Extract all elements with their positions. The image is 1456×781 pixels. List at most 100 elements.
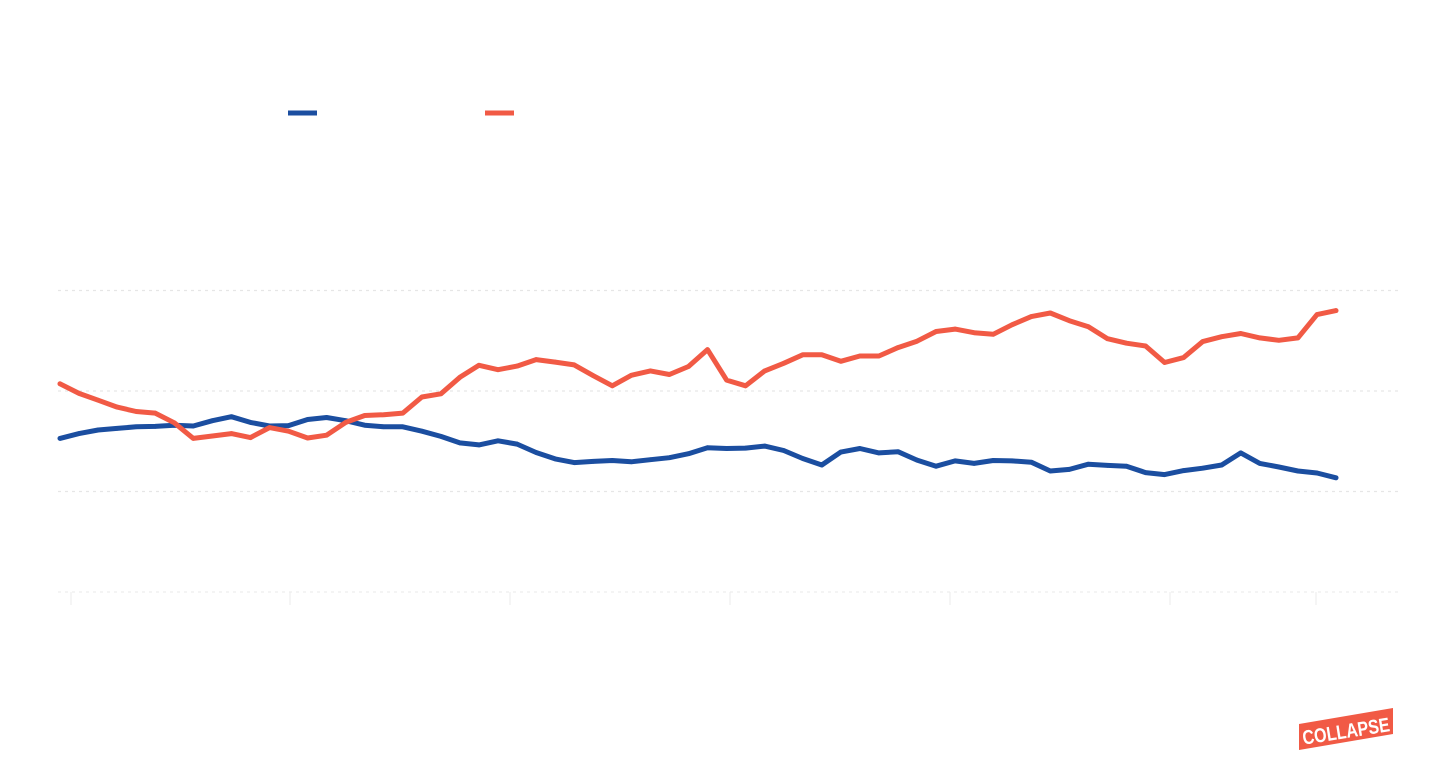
series-2-point-41 xyxy=(819,352,825,358)
series-1-point-42 xyxy=(838,449,844,455)
series-2-point-51 xyxy=(1009,322,1015,328)
series-2-point-5 xyxy=(133,409,139,414)
series-2-point-19 xyxy=(400,410,406,416)
grid-lines xyxy=(58,289,1398,593)
series-1-point-18 xyxy=(381,424,387,430)
series-2-point-33 xyxy=(667,372,672,377)
series-1-point-46 xyxy=(914,457,920,463)
series-1-point-8 xyxy=(191,423,196,429)
series-2-point-7 xyxy=(172,420,177,426)
series-2-point-46 xyxy=(914,338,920,344)
series-1-point-6 xyxy=(152,424,158,429)
series-1-point-14 xyxy=(305,417,310,422)
series-1-point-33 xyxy=(667,455,672,461)
series-2-point-54 xyxy=(1067,318,1072,324)
series-2-point-48 xyxy=(952,326,958,332)
series-1-point-66 xyxy=(1295,468,1301,474)
series-1-point-56 xyxy=(1105,463,1110,468)
series-2-point-66 xyxy=(1295,335,1301,341)
series-2-point-68 xyxy=(1333,308,1339,313)
series-2-point-26 xyxy=(533,357,539,362)
series-1-point-67 xyxy=(1314,470,1320,476)
series-2-point-2 xyxy=(76,391,82,396)
series-2-point-15 xyxy=(324,432,329,438)
series-2-point-16 xyxy=(343,420,349,425)
series-1-point-20 xyxy=(419,428,425,434)
series-1-point-28 xyxy=(571,460,577,465)
series-2-point-38 xyxy=(762,368,767,374)
series-1-point-19 xyxy=(400,424,406,430)
series-2-point-28 xyxy=(571,362,577,368)
series-2-point-58 xyxy=(1143,343,1148,349)
series-1-point-17 xyxy=(362,422,368,428)
series-1-point-64 xyxy=(1257,461,1263,466)
series-2-point-23 xyxy=(476,363,482,368)
series-1-point-15 xyxy=(324,415,329,420)
series-1-point-2 xyxy=(76,431,82,436)
series-2-point-59 xyxy=(1162,360,1167,365)
series-1-point-3 xyxy=(95,427,101,433)
series-2-point-52 xyxy=(1029,314,1034,319)
series-2-point-67 xyxy=(1314,312,1320,317)
series-2-point-47 xyxy=(933,329,939,334)
series-1-point-29 xyxy=(591,459,596,464)
series-2-point-20 xyxy=(419,394,425,400)
series-2-point-11 xyxy=(248,435,253,440)
series-1-point-23 xyxy=(476,442,482,448)
series-2-point-22 xyxy=(457,375,463,380)
series-1-point-41 xyxy=(819,462,825,468)
series-2-point-42 xyxy=(838,359,844,364)
series-2-point-62 xyxy=(1219,334,1224,340)
series-2-point-1 xyxy=(57,381,63,387)
series-2-point-45 xyxy=(895,345,901,350)
series-1-point-68 xyxy=(1333,475,1339,481)
series-1-point-1 xyxy=(57,436,63,441)
series-1-point-5 xyxy=(133,424,139,430)
series-2-point-25 xyxy=(514,363,520,369)
series-2-point-6 xyxy=(152,410,158,416)
series-2-point-4 xyxy=(114,404,120,410)
series-2-point-44 xyxy=(876,353,882,359)
series-1-point-44 xyxy=(876,450,882,456)
series-2-point-60 xyxy=(1181,355,1186,360)
series-2-point-21 xyxy=(438,391,444,397)
series-1-point-45 xyxy=(895,449,901,455)
series-1-point-58 xyxy=(1143,470,1148,475)
series-1-point-9 xyxy=(210,418,215,424)
series-2-point-40 xyxy=(800,352,805,358)
series-1-point-34 xyxy=(686,451,691,457)
series-2-point-53 xyxy=(1048,310,1053,316)
series-1-point-40 xyxy=(800,456,805,461)
series-2-point-31 xyxy=(629,373,634,378)
x-axis-ticks xyxy=(70,592,1317,605)
collapse-logo: COLLAPSE xyxy=(1297,706,1395,750)
series-2-point-9 xyxy=(210,433,215,439)
series-1-point-4 xyxy=(114,426,120,431)
series-lines xyxy=(57,308,1339,481)
series-1-point-52 xyxy=(1029,459,1034,465)
series-1-point-51 xyxy=(1009,458,1015,464)
series-2-point-56 xyxy=(1105,336,1110,342)
series-2-point-3 xyxy=(95,397,101,403)
series-1-point-13 xyxy=(286,423,291,428)
series-2-point-37 xyxy=(743,383,748,389)
series-1-point-11 xyxy=(248,420,253,425)
series-2-point-29 xyxy=(591,373,596,379)
series-1-point-21 xyxy=(438,434,444,439)
series-2-point-8 xyxy=(191,436,196,441)
series-1-point-65 xyxy=(1276,464,1282,470)
series-line-2 xyxy=(57,308,1339,441)
series-2-point-18 xyxy=(381,412,387,418)
series-2-point-35 xyxy=(705,347,710,352)
series-1-point-53 xyxy=(1048,468,1053,474)
series-1-point-32 xyxy=(648,457,653,463)
series-2-point-50 xyxy=(990,332,996,337)
series-1-point-36 xyxy=(724,446,729,451)
series-1-point-10 xyxy=(229,414,234,420)
series-2-point-63 xyxy=(1238,331,1244,336)
series-2-point-32 xyxy=(648,368,653,374)
series-1-point-25 xyxy=(514,441,520,447)
series-1-point-48 xyxy=(952,458,958,464)
